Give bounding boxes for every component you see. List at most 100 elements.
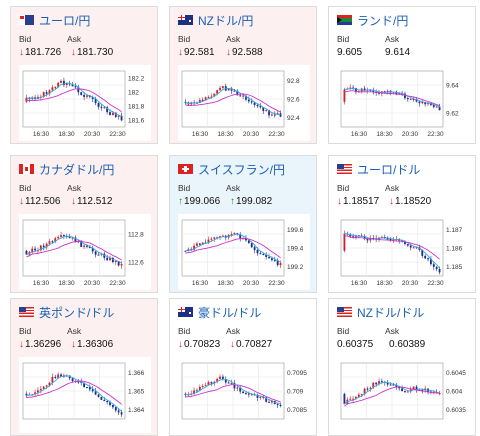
candle	[94, 251, 97, 255]
candle	[51, 376, 54, 383]
arrow-down-icon: ↓	[19, 339, 24, 350]
candle	[355, 396, 357, 399]
candle	[259, 106, 262, 108]
candle	[247, 393, 250, 395]
arrow-down-icon: ↓	[389, 196, 394, 207]
chart-area[interactable]: 92.8 92.6 92.4 16:30 18:30 20:30 22:30	[178, 65, 310, 141]
pair-name[interactable]: ランド/円	[357, 13, 409, 28]
price-chart: 9.64 9.62 16:30 18:30 20:30 22:30	[340, 70, 459, 138]
card-header[interactable]: ランド/円	[337, 13, 409, 28]
chart-area[interactable]: 199.6 199.4 199.2 16:30 18:30 20:30 22:30	[178, 214, 310, 290]
candle	[91, 389, 94, 392]
y-tick-label: 9.62	[446, 111, 459, 118]
pair-name[interactable]: カナダドル/円	[39, 162, 115, 177]
candle	[435, 266, 438, 270]
card-header[interactable]: スイスフラン/円	[178, 162, 285, 177]
pair-name[interactable]: NZドル/円	[198, 13, 254, 28]
candle	[100, 106, 103, 108]
rate-card[interactable]: 豪ドル/ドル Bid Ask ↓0.70823 ↓0.70827 0.7095 0.709 0…	[169, 298, 317, 436]
candle	[62, 80, 65, 86]
candle	[198, 99, 201, 103]
pair-name[interactable]: ユーロ/ドル	[357, 162, 421, 177]
rate-card[interactable]: NZドル/ドル Bid Ask 0.60375 0.60389 0.6045 0.604 0.…	[328, 298, 476, 436]
candle	[380, 381, 383, 383]
candle	[230, 383, 233, 385]
bid-label: Bid	[19, 326, 32, 336]
candle	[392, 239, 395, 241]
ask-number: 1.36306	[77, 339, 114, 350]
candle	[91, 248, 94, 252]
moving-average-line	[344, 235, 440, 260]
card-header[interactable]: ユーロ/円	[19, 13, 91, 28]
chart-area[interactable]: 182.2 182 181.8 181.6 16:30 18:30 20:30 22:30	[19, 65, 151, 141]
rate-card[interactable]: ユーロ/ドル Bid Ask ↓1.18517 ↓1.18520 1.187 1.186 1.…	[328, 155, 476, 293]
pair-name[interactable]: スイスフラン/円	[198, 162, 285, 177]
candle	[39, 245, 42, 251]
ask-value: ↓181.730	[71, 47, 113, 58]
chart-area[interactable]: 0.7095 0.709 0.7085	[178, 357, 310, 433]
candle	[421, 389, 424, 391]
x-tick-label: 16:30	[192, 131, 209, 138]
candle	[363, 388, 366, 395]
pair-name[interactable]: NZドル/ドル	[357, 305, 425, 320]
x-tick-label: 16:30	[33, 131, 50, 138]
rate-card[interactable]: NZドル/円 Bid Ask ↓92.581 ↓92.588 92.8 92.6 92.4 16…	[169, 6, 317, 144]
candle	[343, 89, 346, 102]
candle	[262, 396, 265, 398]
rate-card[interactable]: ユーロ/円 Bid Ask ↓181.726 ↓181.730 182.2 182 181.8…	[10, 6, 158, 144]
card-header[interactable]: 英ポンド/ドル	[19, 305, 115, 320]
candle	[74, 86, 77, 88]
chart-area[interactable]: 1.187 1.186 1.185 16:30 18:30 20:30 22:30	[337, 214, 469, 290]
candle	[352, 398, 355, 400]
moving-average-line	[344, 382, 440, 405]
candle	[86, 387, 88, 389]
y-tick-label: 92.4	[287, 115, 300, 122]
card-header[interactable]: 豪ドル/ドル	[178, 305, 262, 320]
chart-area[interactable]: 0.6045 0.604 0.6035	[337, 357, 469, 433]
ask-number: 199.082	[236, 196, 273, 207]
ask-number: 0.70827	[236, 339, 273, 350]
ask-label: Ask	[385, 326, 400, 336]
candle	[242, 391, 245, 394]
candle	[386, 238, 389, 240]
candle	[88, 246, 91, 249]
pair-name[interactable]: ユーロ/円	[39, 13, 91, 28]
candle	[429, 258, 432, 265]
candle	[201, 242, 204, 245]
ask-value: ↓0.70827	[230, 339, 272, 350]
rate-grid: ユーロ/円 Bid Ask ↓181.726 ↓181.730 182.2 182 181.8…	[10, 6, 476, 436]
card-header[interactable]: ユーロ/ドル	[337, 162, 421, 177]
x-tick-label: 20:30	[402, 131, 419, 138]
candle	[42, 245, 45, 248]
candle	[25, 393, 28, 396]
candle	[193, 390, 196, 394]
x-tick-label: 16:30	[33, 280, 50, 287]
ask-value: ↓112.512	[71, 196, 112, 207]
x-tick-label: 18:30	[376, 131, 393, 138]
rate-card[interactable]: 英ポンド/ドル Bid Ask ↓1.36296 ↓1.36306 1.366 1.365 1…	[10, 298, 158, 436]
candle	[253, 102, 256, 106]
card-header[interactable]: カナダドル/円	[19, 162, 115, 177]
x-tick-label: 16:30	[192, 280, 209, 287]
candle	[109, 257, 111, 261]
x-tick-label: 22:30	[268, 280, 285, 287]
flag-icon	[178, 164, 193, 174]
candle	[253, 247, 256, 250]
rate-card[interactable]: ランド/円 Bid Ask 9.605 9.614 9.64 9.62 16:30 18:30 2…	[328, 6, 476, 144]
moving-average-line	[26, 240, 122, 261]
arrow-down-icon: ↓	[71, 47, 76, 58]
chart-area[interactable]: 9.64 9.62 16:30 18:30 20:30 22:30	[337, 65, 469, 141]
candle	[366, 388, 369, 390]
candle	[80, 92, 83, 95]
pair-name[interactable]: 豪ドル/ドル	[198, 305, 262, 320]
candle	[103, 107, 106, 109]
chart-area[interactable]: 1.366 1.365 1.364	[19, 357, 151, 433]
pair-name[interactable]: 英ポンド/ドル	[39, 305, 115, 320]
card-header[interactable]: NZドル/円	[178, 13, 254, 28]
chart-area[interactable]: 112.8 112.6 16:30 18:30 20:30 22:30	[19, 214, 151, 290]
candle	[198, 243, 201, 245]
candle	[276, 260, 279, 266]
rate-card[interactable]: スイスフラン/円 Bid Ask ↑199.066 ↑199.082 199.6 199.4…	[169, 155, 317, 293]
card-header[interactable]: NZドル/ドル	[337, 305, 425, 320]
rate-card[interactable]: カナダドル/円 Bid Ask ↓112.506 ↓112.512 112.8 112.6 1…	[10, 155, 158, 293]
